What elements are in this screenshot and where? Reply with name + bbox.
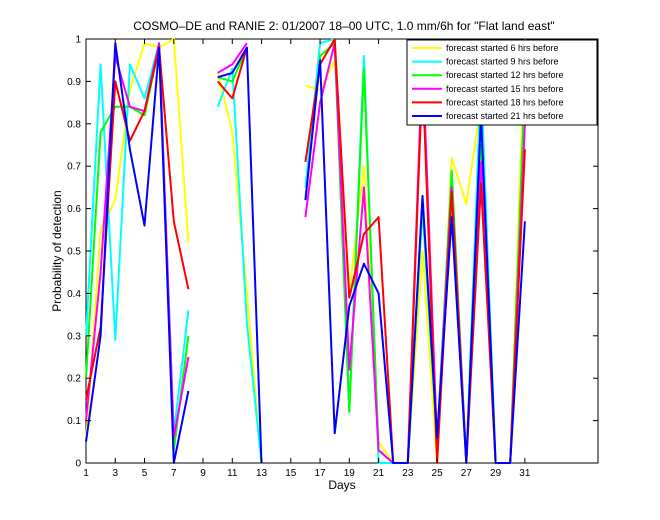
y-tick-label: 0.8: [67, 119, 81, 130]
legend-label-5: forecast started 18 hrs before: [446, 97, 564, 107]
x-tick-label: 1: [83, 468, 89, 479]
legend-box: [406, 39, 598, 126]
y-tick-label: 1: [75, 35, 81, 46]
x-tick-label: 21: [373, 468, 385, 479]
y-tick-label: 0.9: [67, 77, 81, 88]
x-tick-label: 31: [519, 468, 531, 479]
x-tick-label: 5: [142, 468, 148, 479]
y-tick-label: 0.3: [67, 331, 81, 342]
y-axis-label: Probability of detection: [50, 190, 64, 311]
y-axis-ticks: 0 0.1 0.2 0.3 0.4 0.5 0.6 0.7 0.8 0.9 1: [67, 35, 598, 470]
x-tick-label: 7: [171, 468, 177, 479]
series-line-6: [85, 42, 190, 464]
y-tick-label: 0.7: [67, 162, 81, 173]
x-tick-label: 27: [461, 468, 473, 479]
series-line-2: [216, 67, 263, 464]
legend-label-1: forecast started 6 hrs before: [446, 43, 559, 53]
series-line-4: [217, 42, 248, 74]
x-tick-label: 17: [314, 468, 326, 479]
x-tick-label: 23: [402, 468, 414, 479]
legend-label-3: forecast started 12 hrs before: [446, 70, 564, 80]
x-axis-ticks: 1 3 5 7 9 11 13 15 17 19 21 23 25 27 29 31: [83, 39, 531, 479]
legend-label-2: forecast started 9 hrs before: [446, 57, 559, 67]
x-tick-label: 25: [432, 468, 444, 479]
legend-label-6: forecast started 21 hrs before: [446, 111, 564, 121]
x-tick-label: 15: [285, 468, 297, 479]
x-tick-label: 11: [227, 468, 238, 479]
y-tick-label: 0.4: [67, 289, 81, 300]
series-line-6: [217, 46, 263, 464]
x-tick-label: 13: [256, 468, 268, 479]
chart-title: COSMO–DE and RANIE 2: 01/2007 18–00 UTC,…: [133, 19, 554, 33]
x-axis-label: Days: [328, 478, 355, 492]
y-tick-label: 0.2: [67, 374, 81, 385]
series-line-5: [216, 47, 248, 100]
x-tick-label: 19: [344, 468, 356, 479]
legend-label-4: forecast started 15 hrs before: [446, 84, 564, 94]
x-tick-label: 9: [200, 468, 206, 479]
y-tick-label: 0.1: [67, 416, 81, 427]
x-tick-label: 3: [112, 468, 118, 479]
x-tick-label: 29: [490, 468, 502, 479]
y-tick-label: 0: [75, 459, 81, 470]
y-tick-label: 0.6: [67, 204, 81, 215]
y-tick-label: 0.5: [67, 247, 81, 258]
series-line-5: [304, 38, 526, 464]
series-lines: [85, 38, 526, 464]
series-line-6: [304, 59, 526, 464]
series-line-3: [217, 47, 248, 83]
legend: forecast started 6 hrs before forecast st…: [406, 39, 598, 126]
